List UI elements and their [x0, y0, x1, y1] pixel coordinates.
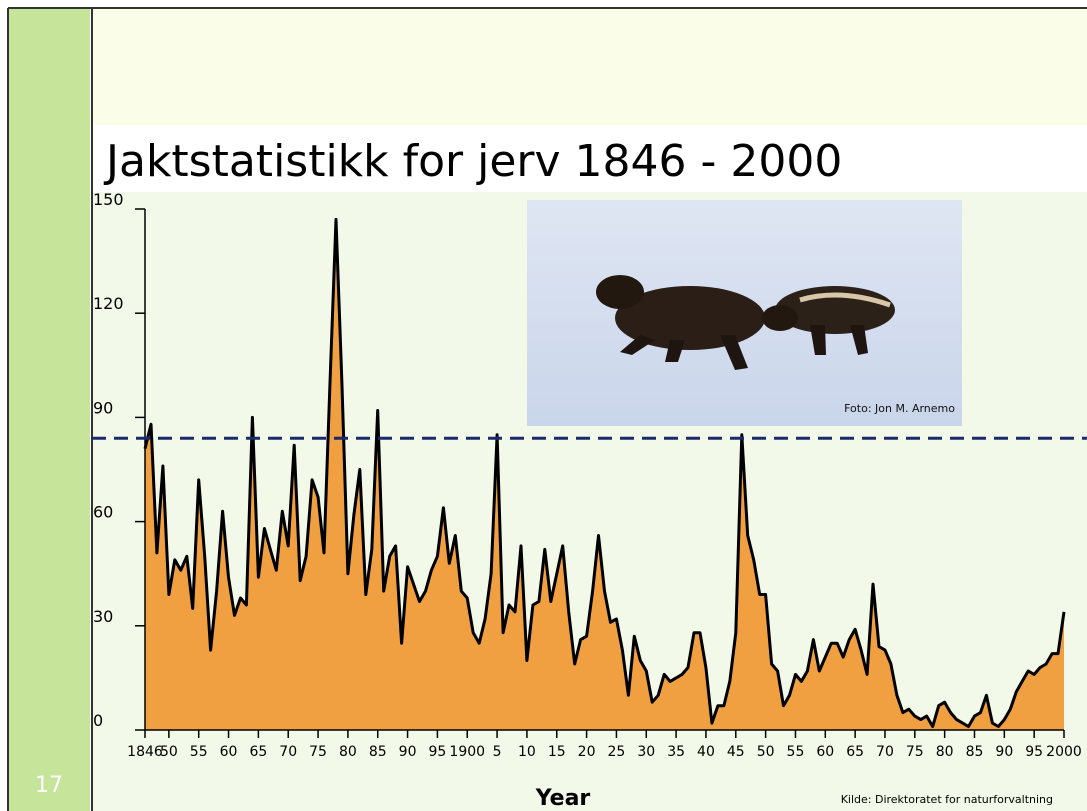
- x-tick-label: 35: [667, 744, 685, 760]
- x-tick-label: 75: [309, 744, 327, 760]
- wolverine-small-head: [762, 305, 798, 331]
- y-tick-label: 90: [93, 398, 113, 417]
- photo-credit: Foto: Jon M. Arnemo: [844, 402, 955, 415]
- x-tick-label: 95: [428, 744, 446, 760]
- x-tick-label: 70: [279, 744, 297, 760]
- wolverine-large-legs: [620, 335, 748, 370]
- wolverine-large: [615, 286, 765, 350]
- wolverine-large-head: [596, 275, 644, 309]
- area-fill: [145, 219, 1064, 730]
- x-tick-label: 55: [787, 744, 805, 760]
- wolverine-small-stripe: [799, 292, 891, 308]
- x-tick-label: 65: [249, 744, 267, 760]
- x-tick-label: 15: [548, 744, 566, 760]
- x-tick-label: 85: [369, 744, 387, 760]
- x-tick-label: 1846: [127, 744, 163, 760]
- x-tick-label: 2000: [1046, 744, 1082, 760]
- x-tick-label: 80: [339, 744, 357, 760]
- x-tick-label: 95: [1025, 744, 1043, 760]
- x-tick-label: 80: [936, 744, 954, 760]
- x-tick-label: 60: [816, 744, 834, 760]
- top-band: [93, 8, 1087, 125]
- x-tick-label: 10: [518, 744, 536, 760]
- x-tick-label: 65: [846, 744, 864, 760]
- x-tick-label: 60: [220, 744, 238, 760]
- x-tick-label: 50: [757, 744, 775, 760]
- x-tick-label: 25: [608, 744, 626, 760]
- slide-number: 17: [35, 773, 63, 798]
- y-tick-label: 150: [93, 190, 124, 209]
- y-tick-label: 60: [93, 503, 113, 522]
- x-tick-label: 45: [727, 744, 745, 760]
- photo: Foto: Jon M. Arnemo: [527, 200, 962, 426]
- y-tick-label: 0: [93, 711, 103, 730]
- x-tick-label: 20: [578, 744, 596, 760]
- area-line: [143, 217, 1066, 728]
- x-tick-label: 75: [906, 744, 924, 760]
- y-tick-label: 30: [93, 607, 113, 626]
- x-tick-label: 90: [995, 744, 1013, 760]
- x-tick-label: 5: [493, 744, 502, 760]
- x-tick-label: 70: [876, 744, 894, 760]
- wolverine-small-legs: [810, 325, 868, 355]
- x-tick-label: 50: [160, 744, 178, 760]
- x-tick-label: 90: [399, 744, 417, 760]
- x-tick-label: 85: [966, 744, 984, 760]
- x-tick-label: 1900: [449, 744, 485, 760]
- x-tick-label: 55: [190, 744, 208, 760]
- x-axis-title: Year: [535, 786, 591, 811]
- side-strip: [8, 8, 90, 811]
- x-tick-label: 30: [637, 744, 655, 760]
- y-tick-label: 120: [93, 294, 124, 313]
- x-tick-label: 40: [697, 744, 715, 760]
- source-note: Kilde: Direktoratet for naturforvaltning: [841, 793, 1053, 806]
- chart-title: Jaktstatistikk for jerv 1846 - 2000: [103, 136, 842, 187]
